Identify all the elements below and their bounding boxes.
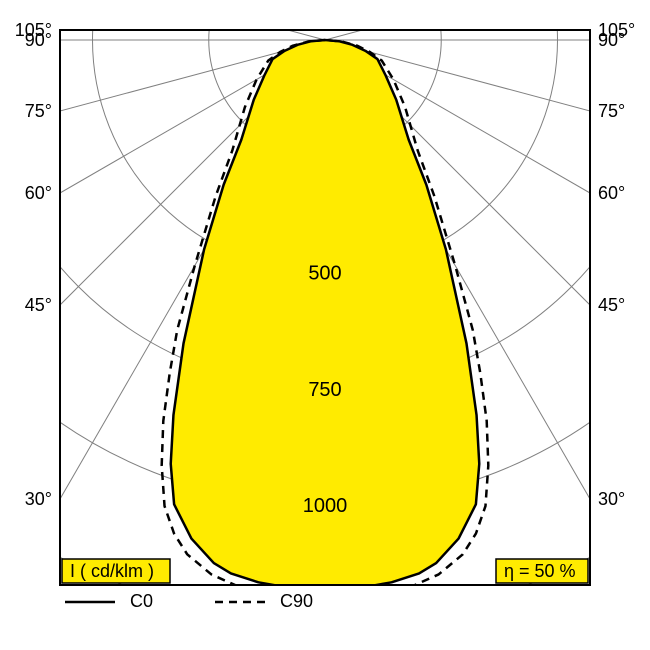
angle-label-left: 45°: [25, 295, 52, 315]
angle-label-left: 60°: [25, 183, 52, 203]
angle-label-right: 45°: [598, 295, 625, 315]
legend-label: C0: [130, 591, 153, 611]
angle-label-left: 30°: [25, 489, 52, 509]
polar-chart-container: 5007501000105°90°75°60°45°30°105°90°75°6…: [0, 0, 650, 650]
angle-label-right: 90°: [598, 30, 625, 50]
ring-label: 1000: [303, 495, 348, 517]
ring-label: 750: [308, 379, 341, 401]
angle-label-right: 75°: [598, 101, 625, 121]
angle-label-right: 60°: [598, 183, 625, 203]
ring-label: 500: [308, 263, 341, 285]
angle-label-right: 30°: [598, 489, 625, 509]
angle-label-left: 90°: [25, 30, 52, 50]
polar-chart-svg: 5007501000105°90°75°60°45°30°105°90°75°6…: [0, 0, 650, 650]
eta-box-text: η = 50 %: [504, 561, 576, 581]
angle-label-left: 75°: [25, 101, 52, 121]
legend-label: C90: [280, 591, 313, 611]
unit-box-text: I ( cd/klm ): [70, 561, 154, 581]
